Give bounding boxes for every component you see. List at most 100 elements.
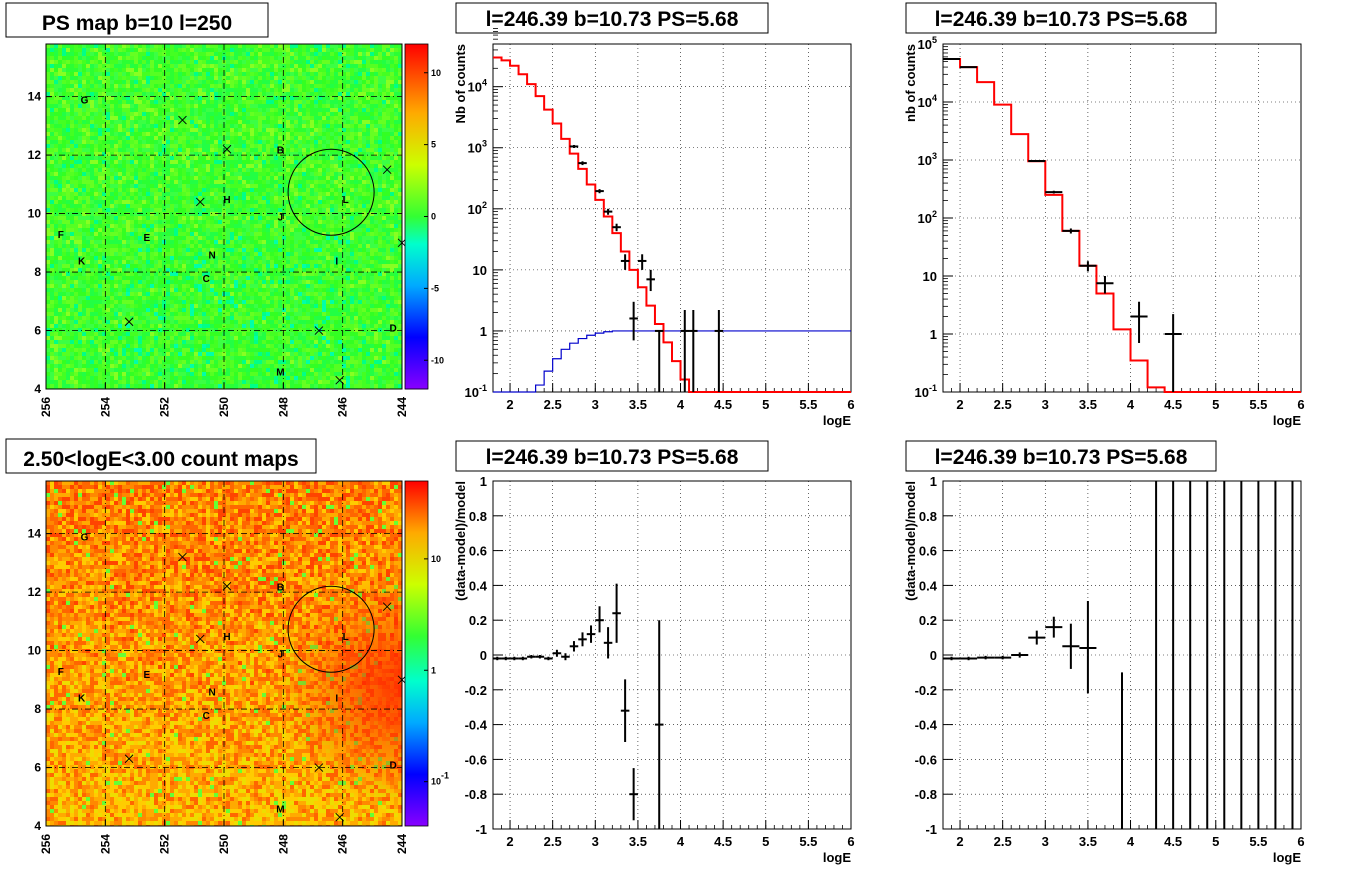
map-pixel	[186, 196, 190, 200]
map-pixel	[234, 312, 238, 316]
map-pixel	[138, 376, 142, 380]
map-pixel	[214, 320, 218, 324]
map-pixel	[186, 348, 190, 352]
map-pixel	[226, 96, 230, 100]
map-pixel	[218, 84, 222, 88]
map-pixel	[186, 344, 190, 348]
map-pixel	[70, 100, 74, 104]
map-pixel	[126, 272, 130, 276]
map-pixel	[50, 232, 54, 236]
map-pixel	[142, 100, 146, 104]
map-pixel	[146, 144, 150, 148]
map-pixel	[242, 344, 246, 348]
map-pixel	[50, 112, 54, 116]
map-pixel	[258, 356, 262, 360]
map-pixel	[210, 128, 214, 132]
map-pixel	[66, 284, 70, 288]
map-pixel	[234, 364, 238, 368]
map-pixel	[238, 312, 242, 316]
map-pixel	[54, 60, 58, 64]
map-pixel	[262, 164, 266, 168]
map-pixel	[46, 364, 50, 368]
map-pixel	[110, 236, 114, 240]
map-pixel	[134, 88, 138, 92]
map-pixel	[262, 80, 266, 84]
map-pixel	[226, 332, 230, 336]
map-pixel	[218, 260, 222, 264]
map-pixel	[238, 240, 242, 244]
map-pixel	[154, 236, 158, 240]
map-pixel	[262, 216, 266, 220]
map-pixel	[226, 120, 230, 124]
map-pixel	[86, 144, 90, 148]
map-pixel	[254, 224, 258, 228]
map-pixel	[202, 168, 206, 172]
map-pixel	[210, 260, 214, 264]
map-pixel	[210, 168, 214, 172]
map-pixel	[234, 136, 238, 140]
map-pixel	[246, 92, 250, 96]
map-pixel	[130, 216, 134, 220]
map-pixel	[94, 152, 98, 156]
map-pixel	[230, 76, 234, 80]
map-pixel	[270, 260, 274, 264]
map-pixel	[134, 160, 138, 164]
map-pixel	[162, 380, 166, 384]
map-pixel	[194, 312, 198, 316]
map-pixel	[226, 144, 230, 148]
map-pixel	[154, 300, 158, 304]
map-pixel	[206, 240, 210, 244]
map-pixel	[210, 148, 214, 152]
map-pixel	[118, 260, 122, 264]
map-pixel	[174, 268, 178, 272]
map-pixel	[98, 268, 102, 272]
map-pixel	[266, 384, 270, 388]
map-pixel	[102, 328, 106, 332]
map-pixel	[178, 52, 182, 56]
map-pixel	[202, 320, 206, 324]
map-pixel	[154, 84, 158, 88]
map-pixel	[234, 248, 238, 252]
map-pixel	[46, 356, 50, 360]
map-pixel	[106, 260, 110, 264]
map-pixel	[122, 60, 126, 64]
map-pixel	[58, 120, 62, 124]
map-pixel	[214, 228, 218, 232]
map-pixel	[142, 356, 146, 360]
map-pixel	[266, 260, 270, 264]
map-pixel	[82, 320, 86, 324]
map-pixel	[66, 296, 70, 300]
map-pixel	[106, 68, 110, 72]
map-pixel	[246, 244, 250, 248]
map-pixel	[210, 228, 214, 232]
map-pixel	[78, 72, 82, 76]
map-pixel	[118, 268, 122, 272]
map-pixel	[62, 216, 66, 220]
map-pixel	[150, 312, 154, 316]
map-pixel	[250, 116, 254, 120]
map-pixel	[270, 348, 274, 352]
map-pixel	[182, 44, 186, 48]
map-pixel	[150, 212, 154, 216]
map-pixel	[158, 380, 162, 384]
map-pixel	[198, 136, 202, 140]
map-pixel	[158, 344, 162, 348]
map-pixel	[254, 152, 258, 156]
map-pixel	[82, 120, 86, 124]
map-pixel	[158, 300, 162, 304]
map-pixel	[130, 280, 134, 284]
map-pixel	[174, 296, 178, 300]
map-pixel	[126, 380, 130, 384]
map-pixel	[66, 236, 70, 240]
map-pixel	[218, 276, 222, 280]
map-pixel	[262, 328, 266, 332]
map-pixel	[154, 160, 158, 164]
map-pixel	[242, 256, 246, 260]
map-pixel	[86, 260, 90, 264]
map-pixel	[182, 292, 186, 296]
map-pixel	[110, 240, 114, 244]
map-pixel	[154, 284, 158, 288]
map-pixel	[126, 264, 130, 268]
map-pixel	[78, 144, 82, 148]
map-pixel	[158, 332, 162, 336]
